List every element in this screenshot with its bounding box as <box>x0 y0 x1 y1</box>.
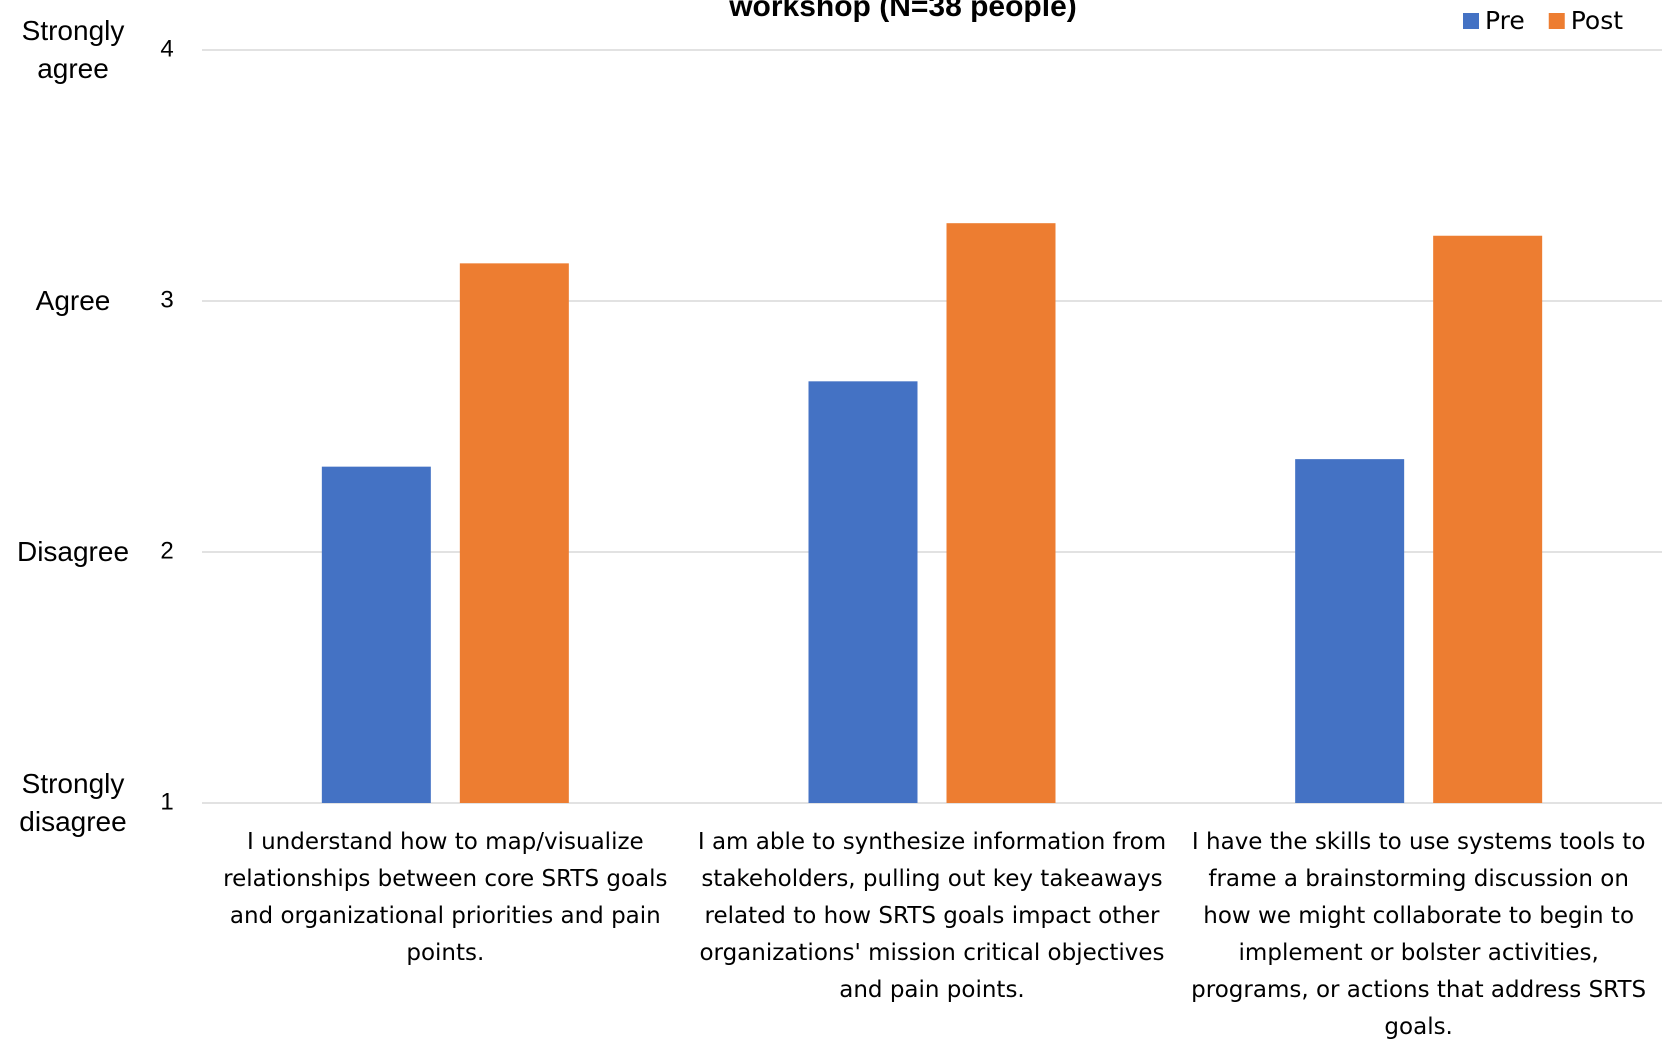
bar <box>459 263 569 804</box>
legend-label: Post <box>1571 6 1624 35</box>
y-annotation: Agree <box>35 285 111 316</box>
bar <box>321 466 431 803</box>
bar <box>1433 235 1543 804</box>
legend-swatch <box>1463 13 1479 29</box>
y-tick-label: 2 <box>160 537 173 564</box>
x-tick-label: I understand how to map/visualize relati… <box>223 829 668 966</box>
x-tick-label: I have the skills to use systems tools t… <box>1191 829 1647 1040</box>
bar <box>946 223 1056 803</box>
y-annotation: Strongly agree <box>21 15 125 84</box>
bar <box>1295 459 1405 803</box>
y-tick-label: 3 <box>160 286 173 313</box>
y-annotation: Strongly disagree <box>19 768 127 837</box>
chart-title: workshop (N=38 people) <box>728 0 1077 23</box>
legend-label: Pre <box>1485 6 1525 35</box>
legend-swatch <box>1548 13 1565 29</box>
y-tick-label: 1 <box>160 788 173 815</box>
bar <box>808 381 918 803</box>
y-tick-label: 4 <box>160 35 173 62</box>
y-annotation: Disagree <box>16 536 130 567</box>
x-tick-label: I am able to synthesize information from… <box>697 829 1167 1003</box>
